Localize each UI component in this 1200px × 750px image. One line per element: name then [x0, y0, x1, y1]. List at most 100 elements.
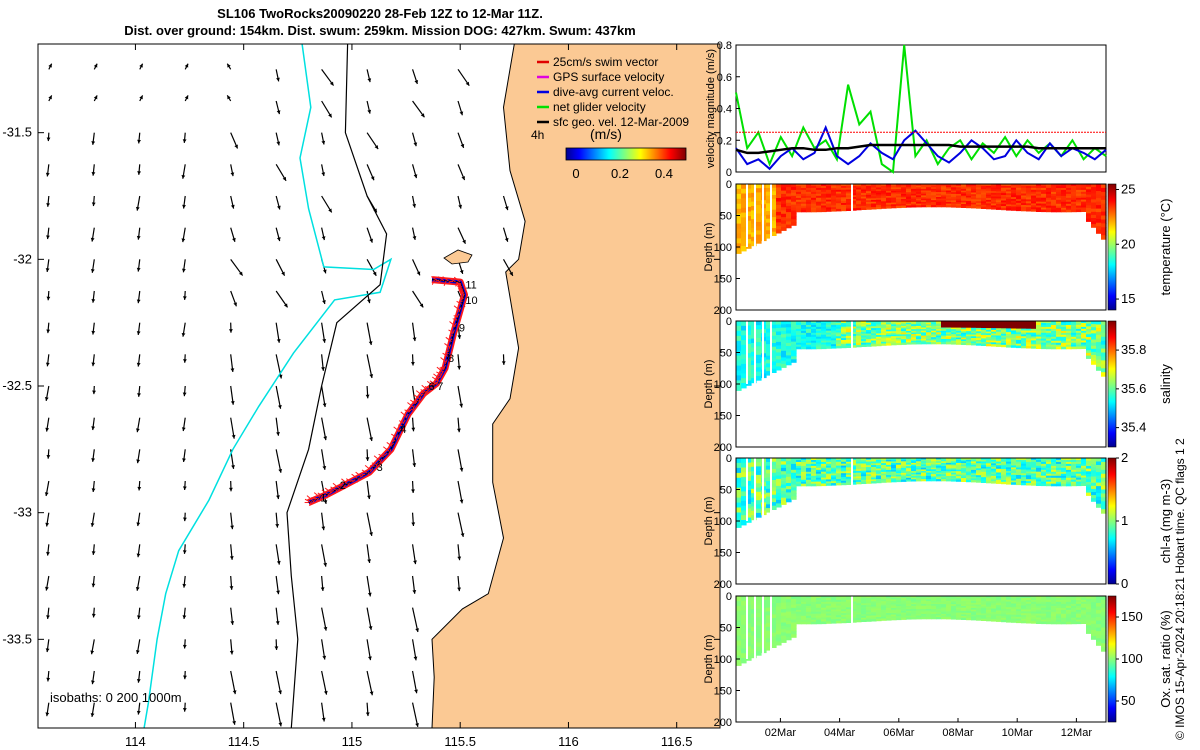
depth-cell	[856, 207, 862, 211]
depth-cell	[1061, 332, 1067, 336]
depth-cell	[736, 640, 742, 647]
depth-cell	[896, 606, 902, 609]
depth-cell	[981, 326, 987, 329]
depth-cell	[971, 613, 977, 616]
depth-cell	[741, 383, 747, 389]
depth-cell	[851, 467, 857, 470]
depth-cell	[841, 616, 847, 620]
depth-cell	[796, 607, 802, 611]
depth-cell	[796, 615, 802, 619]
depth-cell	[1051, 473, 1057, 477]
depth-cell	[996, 203, 1002, 207]
depth-cell	[786, 489, 792, 493]
depth-cell	[906, 458, 912, 461]
depth-cell	[926, 195, 932, 198]
depth-cell	[751, 653, 757, 659]
depth-cell	[956, 599, 962, 602]
depth-cell	[1001, 618, 1007, 621]
depth-cell	[946, 334, 952, 337]
swim-vector	[386, 442, 393, 447]
depth-cell	[861, 335, 867, 338]
depth-cell	[751, 506, 757, 512]
depth-cell	[746, 225, 752, 231]
depth-cell	[971, 184, 977, 187]
swim-vector	[371, 462, 377, 466]
depth-cell	[931, 599, 937, 602]
depth-cell	[1021, 324, 1027, 328]
depth-cell	[836, 607, 842, 610]
depth-cell	[766, 488, 772, 494]
depth-cell	[876, 459, 882, 463]
depth-cell	[796, 332, 802, 336]
current-arrowhead	[321, 140, 326, 145]
depth-cell	[996, 194, 1002, 198]
swim-vector	[407, 402, 414, 408]
depth-cell	[1046, 603, 1052, 607]
depth-cell	[816, 326, 822, 330]
depth-cell	[976, 189, 982, 192]
depth-cell	[776, 229, 782, 234]
depth-cell	[806, 465, 812, 469]
map-x-tick-label-2: 115	[342, 734, 363, 749]
depth-cell	[886, 189, 892, 192]
depth-cell	[1061, 199, 1067, 203]
depth-cell	[1056, 615, 1062, 619]
depth-cell	[821, 475, 827, 479]
depth-cell	[931, 330, 937, 333]
depth-cell	[1046, 207, 1052, 211]
depth-cell	[861, 187, 867, 190]
depth-cell	[966, 195, 972, 199]
depth-cell	[1006, 603, 1012, 606]
depth-cell	[991, 604, 997, 608]
depth-cell	[1056, 603, 1062, 607]
depth-cell	[801, 186, 807, 189]
depth-cell	[986, 201, 992, 204]
depth-cell	[776, 355, 782, 360]
depth-cell	[1036, 467, 1042, 471]
depth-cell	[876, 340, 882, 343]
depth-cell	[756, 596, 762, 601]
depth-cell	[901, 321, 907, 324]
depth-cell	[916, 479, 922, 482]
depth-cell	[1091, 611, 1097, 616]
depth-cell	[821, 461, 827, 465]
depth-cell	[791, 323, 797, 328]
depth-cell	[816, 465, 822, 469]
depth-cell	[1041, 617, 1047, 621]
swim-vector	[379, 458, 383, 464]
depth-cell	[741, 610, 747, 616]
depth-cell	[1041, 199, 1047, 203]
depth-cell	[856, 616, 862, 619]
depth-cell	[801, 603, 807, 607]
depth-cell	[766, 615, 772, 620]
depth-cell	[791, 478, 797, 483]
depth-cell	[806, 189, 812, 193]
depth-cell	[1096, 208, 1102, 213]
depth-cell	[946, 610, 952, 613]
depth-cell	[841, 340, 847, 343]
depth-cell	[786, 608, 792, 613]
depth-cell	[931, 195, 937, 198]
depth-cell	[836, 611, 842, 614]
depth-cell	[801, 613, 807, 617]
depth-cell	[1001, 597, 1007, 601]
depth-cell	[1026, 197, 1032, 200]
depth-cell	[921, 325, 927, 329]
depth-cell	[756, 638, 762, 643]
depth-cell	[1071, 346, 1077, 350]
swim-vector	[440, 370, 445, 376]
depth-cell	[851, 204, 857, 207]
depth-cell	[941, 612, 947, 615]
depth-cell	[901, 596, 907, 599]
depth-cell	[781, 357, 787, 362]
depth-cell	[741, 467, 747, 473]
depth-cell	[1001, 344, 1007, 348]
depth-cell	[1046, 334, 1052, 338]
depth-cell	[911, 466, 917, 469]
depth-cell	[926, 472, 932, 475]
depth-cell	[991, 338, 997, 342]
depth-cell	[936, 185, 942, 188]
depth-cell	[856, 189, 862, 192]
depth-cell	[796, 195, 802, 199]
swim-vector	[420, 393, 424, 397]
